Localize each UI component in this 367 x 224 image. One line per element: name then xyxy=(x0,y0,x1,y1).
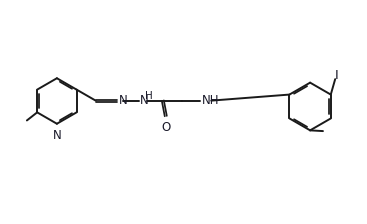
Text: NH: NH xyxy=(202,94,219,107)
Text: O: O xyxy=(161,121,170,134)
Text: H: H xyxy=(145,91,153,101)
Text: I: I xyxy=(334,69,338,82)
Text: N: N xyxy=(140,94,149,107)
Text: N: N xyxy=(119,94,128,107)
Text: N: N xyxy=(52,129,61,142)
